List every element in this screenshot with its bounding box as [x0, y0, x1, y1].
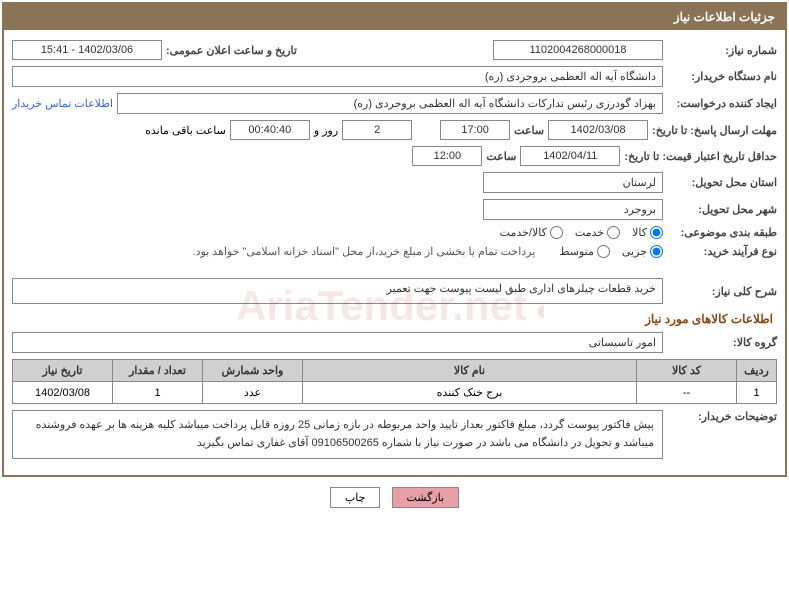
goods-table: ردیف کد کالا نام کالا واحد شمارش تعداد /…: [12, 359, 777, 404]
td-row: 1: [737, 382, 777, 404]
radio-service-label: خدمت: [575, 226, 604, 239]
city-field: بروجرد: [483, 199, 663, 220]
remaining-time-field: 00:40:40: [230, 120, 310, 140]
td-code: --: [637, 382, 737, 404]
announce-field: 1402/03/06 - 15:41: [12, 40, 162, 60]
details-panel: جزئیات اطلاعات نیاز شماره نیاز: 11020042…: [2, 2, 787, 477]
th-unit: واحد شمارش: [203, 360, 303, 382]
validity-time-field: 12:00: [412, 146, 482, 166]
th-qty: تعداد / مقدار: [113, 360, 203, 382]
radio-both[interactable]: [550, 226, 563, 239]
process-radio-group: جزیی متوسط: [559, 245, 663, 258]
group-field: امور تاسیساتی: [12, 332, 663, 353]
td-name: برج خنک کننده: [303, 382, 637, 404]
radio-partial-label: جزیی: [622, 245, 647, 258]
table-header-row: ردیف کد کالا نام کالا واحد شمارش تعداد /…: [13, 360, 777, 382]
radio-service[interactable]: [607, 226, 620, 239]
province-field: لرستان: [483, 172, 663, 193]
summary-field: خرید قطعات چیلرهای اداری طبق لیست پیوست …: [12, 278, 663, 304]
requester-field: بهزاد گودرزی رئیس تدارکات دانشگاه آیه ال…: [117, 93, 663, 114]
th-code: کد کالا: [637, 360, 737, 382]
back-button[interactable]: بازگشت: [392, 487, 460, 508]
group-label: گروه کالا:: [667, 336, 777, 349]
requester-label: ایجاد کننده درخواست:: [667, 97, 777, 110]
need-number-label: شماره نیاز:: [667, 44, 777, 57]
print-button[interactable]: چاپ: [330, 487, 381, 508]
radio-partial[interactable]: [650, 245, 663, 258]
validity-label: حداقل تاریخ اعتبار قیمت: تا تاریخ:: [624, 150, 777, 163]
contact-link[interactable]: اطلاعات تماس خریدار: [12, 97, 113, 110]
remaining-label: ساعت باقی مانده: [145, 124, 226, 137]
goods-section-title: اطلاعات کالاهای مورد نیاز: [16, 312, 773, 326]
radio-medium[interactable]: [597, 245, 610, 258]
deadline-date-field: 1402/03/08: [548, 120, 648, 140]
days-field: 2: [342, 120, 412, 140]
buyer-org-field: دانشگاه آیه اله العظمی بروجردی (ره): [12, 66, 663, 87]
panel-title: جزئیات اطلاعات نیاز: [4, 4, 785, 30]
city-label: شهر محل تحویل:: [667, 203, 777, 216]
radio-goods[interactable]: [650, 226, 663, 239]
buyer-org-label: نام دستگاه خریدار:: [667, 70, 777, 83]
deadline-time-field: 17:00: [440, 120, 510, 140]
category-label: طبقه بندی موضوعی:: [667, 226, 777, 239]
th-date: تاریخ نیاز: [13, 360, 113, 382]
need-number-field: 1102004268000018: [493, 40, 663, 60]
radio-medium-label: متوسط: [559, 245, 594, 258]
deadline-label: مهلت ارسال پاسخ: تا تاریخ:: [652, 124, 777, 137]
th-row: ردیف: [737, 360, 777, 382]
time-label-2: ساعت: [486, 150, 516, 163]
validity-date-field: 1402/04/11: [520, 146, 620, 166]
province-label: استان محل تحویل:: [667, 176, 777, 189]
process-note: پرداخت تمام یا بخشی از مبلغ خرید،از محل …: [193, 245, 536, 258]
announce-label: تاریخ و ساعت اعلان عمومی:: [166, 44, 297, 57]
button-row: بازگشت چاپ: [0, 479, 789, 516]
buyer-desc-label: توضیحات خریدار:: [667, 410, 777, 423]
process-label: نوع فرآیند خرید:: [667, 245, 777, 258]
td-unit: عدد: [203, 382, 303, 404]
buyer-desc-field: پیش فاکتور پیوست گردد، مبلغ فاکتور بعداز…: [12, 410, 663, 459]
td-qty: 1: [113, 382, 203, 404]
days-and-label: روز و: [314, 124, 338, 137]
radio-goods-label: کالا: [632, 226, 647, 239]
summary-label: شرح کلی نیاز:: [667, 285, 777, 298]
td-date: 1402/03/08: [13, 382, 113, 404]
table-row: 1 -- برج خنک کننده عدد 1 1402/03/08: [13, 382, 777, 404]
category-radio-group: کالا خدمت کالا/خدمت: [500, 226, 663, 239]
th-name: نام کالا: [303, 360, 637, 382]
time-label-1: ساعت: [514, 124, 544, 137]
radio-both-label: کالا/خدمت: [500, 226, 547, 239]
